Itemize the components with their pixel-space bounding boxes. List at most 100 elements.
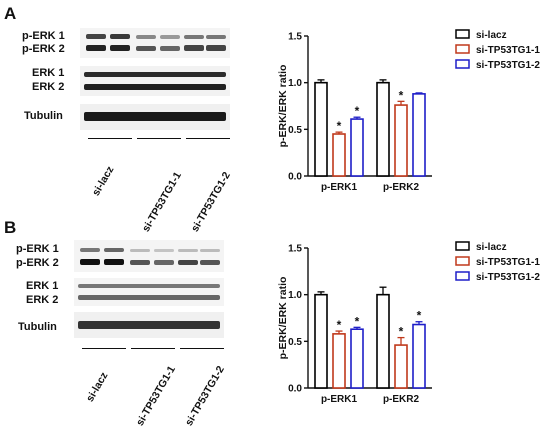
band (84, 72, 226, 77)
significance-star: * (355, 104, 360, 118)
x-tick-label: p-ERK1 (321, 182, 358, 193)
band (130, 249, 150, 252)
band (184, 45, 204, 51)
legend-swatch (455, 256, 470, 266)
bar (412, 323, 426, 389)
band (200, 260, 220, 265)
band (206, 45, 226, 51)
group-line-si-tp53tg1-1-b (131, 348, 175, 349)
band (136, 46, 156, 51)
legend-label: si-TP53TG1-2 (476, 60, 540, 71)
blot-strip-erk-b (74, 278, 224, 306)
group-line-si-lacz-a (88, 138, 132, 139)
bar-chart-b: 0.0 0.5 1.0 1.5 p-ERK/ERK ratio * * p-ERK1 * * p-E… (277, 241, 540, 405)
blot-strip-p-erk-b (74, 240, 224, 272)
band (206, 35, 226, 39)
band (86, 45, 106, 51)
band (184, 35, 204, 39)
band (178, 249, 198, 252)
legend-label: si-TP53TG1-2 (476, 272, 540, 283)
lane-label-si-tp53tg1-2-a: si-TP53TG1-2 (189, 169, 233, 234)
y-axis-title: p-ERK/ERK ratio (277, 65, 289, 148)
lane-label-si-lacz-a: si-lacz (90, 164, 117, 198)
bar-chart-a: 0.0 0.5 1.0 1.5 p-ERK/ERK ratio * * p-ERK1 * p-ER… (277, 29, 540, 193)
band (160, 46, 180, 51)
band (160, 35, 180, 39)
blot-label-erk1-a: ERK 1 (32, 67, 65, 79)
y-tick-label: 1.5 (288, 244, 302, 255)
significance-star: * (355, 314, 360, 328)
y-tick-label: 1.5 (288, 32, 302, 43)
legend-label: si-lacz (476, 30, 507, 41)
significance-star: * (399, 88, 404, 102)
lane-label-si-lacz-b: si-lacz (84, 370, 111, 404)
band (130, 260, 150, 265)
y-tick-label: 0.5 (288, 125, 302, 136)
band (78, 321, 220, 329)
x-tick-label: p-EKR2 (383, 394, 420, 405)
legend-swatch (455, 29, 470, 39)
band (110, 34, 130, 39)
blot-strip-erk-a (80, 66, 230, 96)
significance-star: * (417, 309, 422, 323)
bar (394, 104, 408, 177)
blot-label-tubulin-a: Tubulin (24, 110, 63, 122)
band (80, 248, 100, 252)
y-tick-label: 0.0 (288, 172, 302, 183)
significance-star: * (337, 119, 342, 133)
bar (332, 333, 346, 389)
blot-label-p-erk2-b: p-ERK 2 (16, 257, 59, 269)
x-tick-label: p-ERK2 (383, 182, 420, 193)
band (178, 260, 198, 265)
x-tick-label: p-ERK1 (321, 394, 358, 405)
western-blot-a (80, 24, 230, 132)
bar (350, 118, 364, 177)
y-tick-label: 1.0 (288, 290, 302, 301)
y-axis-title: p-ERK/ERK ratio (277, 277, 289, 360)
lane-label-si-tp53tg1-2-b: si-TP53TG1-2 (183, 363, 227, 428)
band (84, 84, 226, 90)
blot-label-erk1-b: ERK 1 (26, 280, 59, 292)
blot-label-p-erk1-a: p-ERK 1 (22, 30, 65, 42)
band (136, 35, 156, 39)
band (154, 260, 174, 265)
y-tick-label: 1.0 (288, 78, 302, 89)
significance-star: * (337, 318, 342, 332)
band (154, 249, 174, 252)
blot-label-erk2-a: ERK 2 (32, 81, 65, 93)
bar (376, 81, 390, 177)
bar (376, 293, 390, 389)
band (78, 284, 220, 288)
blot-strip-tubulin-a (80, 104, 230, 130)
blot-label-p-erk2-a: p-ERK 2 (22, 43, 65, 55)
legend-label: si-TP53TG1-1 (476, 257, 540, 268)
legend-swatch (455, 241, 470, 251)
blot-label-p-erk1-b: p-ERK 1 (16, 243, 59, 255)
panel-letter-a: A (4, 4, 17, 23)
y-tick-label: 0.5 (288, 337, 302, 348)
band (104, 259, 124, 265)
bar (314, 81, 328, 177)
bar (314, 293, 328, 389)
legend-label: si-TP53TG1-1 (476, 45, 540, 56)
bar (394, 344, 408, 389)
y-tick-label: 0.0 (288, 384, 302, 395)
legend-swatch (455, 271, 470, 281)
band (86, 34, 106, 39)
bar (332, 133, 346, 177)
lane-label-si-tp53tg1-1-b: si-TP53TG1-1 (134, 363, 178, 428)
lane-label-si-tp53tg1-1-a: si-TP53TG1-1 (140, 169, 184, 234)
blot-strip-tubulin-b (74, 312, 224, 338)
legend-swatch (455, 44, 470, 54)
western-blot-b (74, 238, 224, 340)
blot-label-erk2-b: ERK 2 (26, 294, 59, 306)
bar (412, 93, 426, 177)
band (84, 112, 226, 121)
band (104, 248, 124, 252)
significance-star: * (399, 325, 404, 339)
band (78, 295, 220, 300)
blot-label-tubulin-b: Tubulin (18, 321, 57, 333)
group-line-si-lacz-b (82, 348, 126, 349)
group-line-si-tp53tg1-2-b (180, 348, 224, 349)
group-line-si-tp53tg1-1-a (137, 138, 181, 139)
